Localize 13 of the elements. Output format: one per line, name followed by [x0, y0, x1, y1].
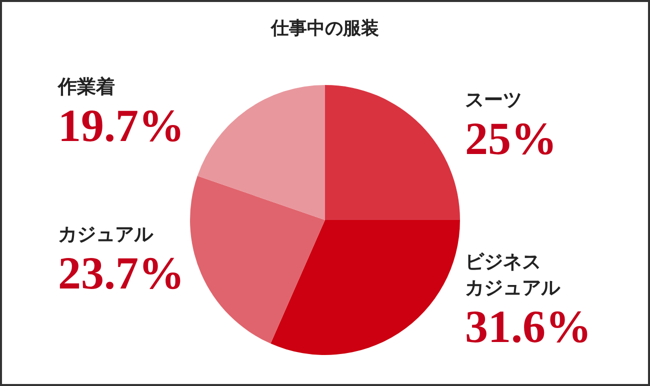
data-label: 31.6%: [465, 300, 592, 352]
pie-slice: [270, 220, 460, 355]
slice-label: 作業着: [57, 76, 115, 98]
chart-title: 仕事中の服装: [270, 18, 379, 39]
slice-label: スーツ: [465, 89, 522, 112]
slice-label: カジュアル: [58, 224, 154, 246]
pie-slice: [325, 85, 460, 220]
data-label: 25%: [465, 113, 557, 164]
data-label: 19.7%: [58, 100, 184, 152]
slice-label: ビジネスカジュアル: [465, 250, 561, 299]
pie-slice: [190, 176, 325, 344]
pie-slice: [197, 85, 325, 220]
data-label: 23.7%: [58, 248, 184, 299]
